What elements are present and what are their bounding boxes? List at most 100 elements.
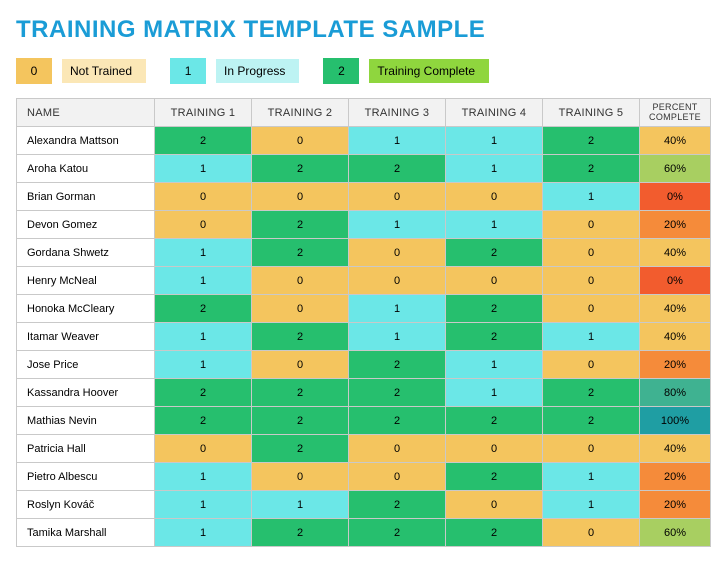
training-value-cell: 2 <box>543 379 640 407</box>
table-row: Honoka McCleary2012040% <box>17 295 711 323</box>
name-cell: Gordana Shwetz <box>17 239 155 267</box>
training-value-cell: 1 <box>155 463 252 491</box>
legend-swatch: 2 <box>323 58 359 84</box>
training-value-cell: 1 <box>155 267 252 295</box>
training-value-cell: 0 <box>252 183 349 211</box>
training-value-cell: 1 <box>543 491 640 519</box>
training-value-cell: 2 <box>543 407 640 435</box>
training-value-cell: 2 <box>155 295 252 323</box>
training-value-cell: 2 <box>543 127 640 155</box>
table-row: Tamika Marshall1222060% <box>17 519 711 547</box>
name-cell: Patricia Hall <box>17 435 155 463</box>
percent-complete-cell: 20% <box>640 351 711 379</box>
training-value-cell: 0 <box>543 351 640 379</box>
training-value-cell: 0 <box>252 463 349 491</box>
training-value-cell: 0 <box>349 463 446 491</box>
training-value-cell: 0 <box>543 295 640 323</box>
column-header: NAME <box>17 99 155 127</box>
training-value-cell: 2 <box>252 211 349 239</box>
table-row: Pietro Albescu1002120% <box>17 463 711 491</box>
training-value-cell: 0 <box>252 295 349 323</box>
training-value-cell: 0 <box>349 267 446 295</box>
name-cell: Pietro Albescu <box>17 463 155 491</box>
percent-complete-cell: 0% <box>640 267 711 295</box>
training-value-cell: 2 <box>446 239 543 267</box>
training-value-cell: 0 <box>543 267 640 295</box>
percent-complete-cell: 80% <box>640 379 711 407</box>
training-value-cell: 0 <box>446 491 543 519</box>
training-value-cell: 0 <box>252 127 349 155</box>
column-header: TRAINING 2 <box>252 99 349 127</box>
training-value-cell: 1 <box>446 379 543 407</box>
name-cell: Honoka McCleary <box>17 295 155 323</box>
percent-complete-cell: 40% <box>640 295 711 323</box>
training-value-cell: 2 <box>155 407 252 435</box>
training-value-cell: 0 <box>349 239 446 267</box>
legend-item: 2 Training Complete <box>323 58 489 84</box>
training-value-cell: 2 <box>349 407 446 435</box>
table-row: Devon Gomez0211020% <box>17 211 711 239</box>
training-value-cell: 2 <box>446 463 543 491</box>
training-value-cell: 2 <box>252 407 349 435</box>
training-value-cell: 2 <box>155 127 252 155</box>
table-row: Itamar Weaver1212140% <box>17 323 711 351</box>
percent-complete-cell: 40% <box>640 239 711 267</box>
training-value-cell: 2 <box>446 407 543 435</box>
training-value-cell: 2 <box>252 379 349 407</box>
table-row: Aroha Katou1221260% <box>17 155 711 183</box>
training-value-cell: 2 <box>252 323 349 351</box>
training-value-cell: 1 <box>155 491 252 519</box>
training-value-cell: 1 <box>446 351 543 379</box>
legend-label: Not Trained <box>62 59 146 83</box>
page-title: TRAINING MATRIX TEMPLATE SAMPLE <box>16 16 710 44</box>
legend-item: 0 Not Trained <box>16 58 146 84</box>
percent-complete-cell: 0% <box>640 183 711 211</box>
legend-swatch: 1 <box>170 58 206 84</box>
table-row: Brian Gorman000010% <box>17 183 711 211</box>
column-header: PERCENT COMPLETE <box>640 99 711 127</box>
legend-label: In Progress <box>216 59 299 83</box>
table-row: Kassandra Hoover2221280% <box>17 379 711 407</box>
column-header: TRAINING 1 <box>155 99 252 127</box>
training-value-cell: 2 <box>252 239 349 267</box>
column-header: TRAINING 5 <box>543 99 640 127</box>
table-row: Mathias Nevin22222100% <box>17 407 711 435</box>
name-cell: Roslyn Kováč <box>17 491 155 519</box>
table-row: Jose Price1021020% <box>17 351 711 379</box>
training-value-cell: 1 <box>349 323 446 351</box>
training-value-cell: 1 <box>446 155 543 183</box>
training-value-cell: 1 <box>155 323 252 351</box>
legend-swatch: 0 <box>16 58 52 84</box>
training-value-cell: 2 <box>349 379 446 407</box>
training-value-cell: 2 <box>446 323 543 351</box>
training-value-cell: 0 <box>155 211 252 239</box>
training-value-cell: 2 <box>155 379 252 407</box>
training-value-cell: 2 <box>446 295 543 323</box>
training-value-cell: 2 <box>349 155 446 183</box>
percent-complete-cell: 100% <box>640 407 711 435</box>
table-row: Gordana Shwetz1202040% <box>17 239 711 267</box>
training-value-cell: 0 <box>155 183 252 211</box>
training-value-cell: 1 <box>446 127 543 155</box>
percent-complete-cell: 40% <box>640 323 711 351</box>
percent-complete-cell: 40% <box>640 435 711 463</box>
training-value-cell: 1 <box>543 183 640 211</box>
training-value-cell: 1 <box>543 323 640 351</box>
training-value-cell: 1 <box>349 211 446 239</box>
percent-complete-cell: 60% <box>640 155 711 183</box>
training-value-cell: 2 <box>349 351 446 379</box>
name-cell: Kassandra Hoover <box>17 379 155 407</box>
training-value-cell: 0 <box>252 267 349 295</box>
table-row: Henry McNeal100000% <box>17 267 711 295</box>
training-value-cell: 2 <box>349 491 446 519</box>
training-value-cell: 2 <box>446 519 543 547</box>
training-value-cell: 0 <box>349 183 446 211</box>
legend-label: Training Complete <box>369 59 489 83</box>
percent-complete-cell: 20% <box>640 463 711 491</box>
training-value-cell: 0 <box>543 211 640 239</box>
name-cell: Aroha Katou <box>17 155 155 183</box>
training-value-cell: 0 <box>543 239 640 267</box>
percent-complete-cell: 60% <box>640 519 711 547</box>
column-header: TRAINING 3 <box>349 99 446 127</box>
training-value-cell: 1 <box>446 211 543 239</box>
